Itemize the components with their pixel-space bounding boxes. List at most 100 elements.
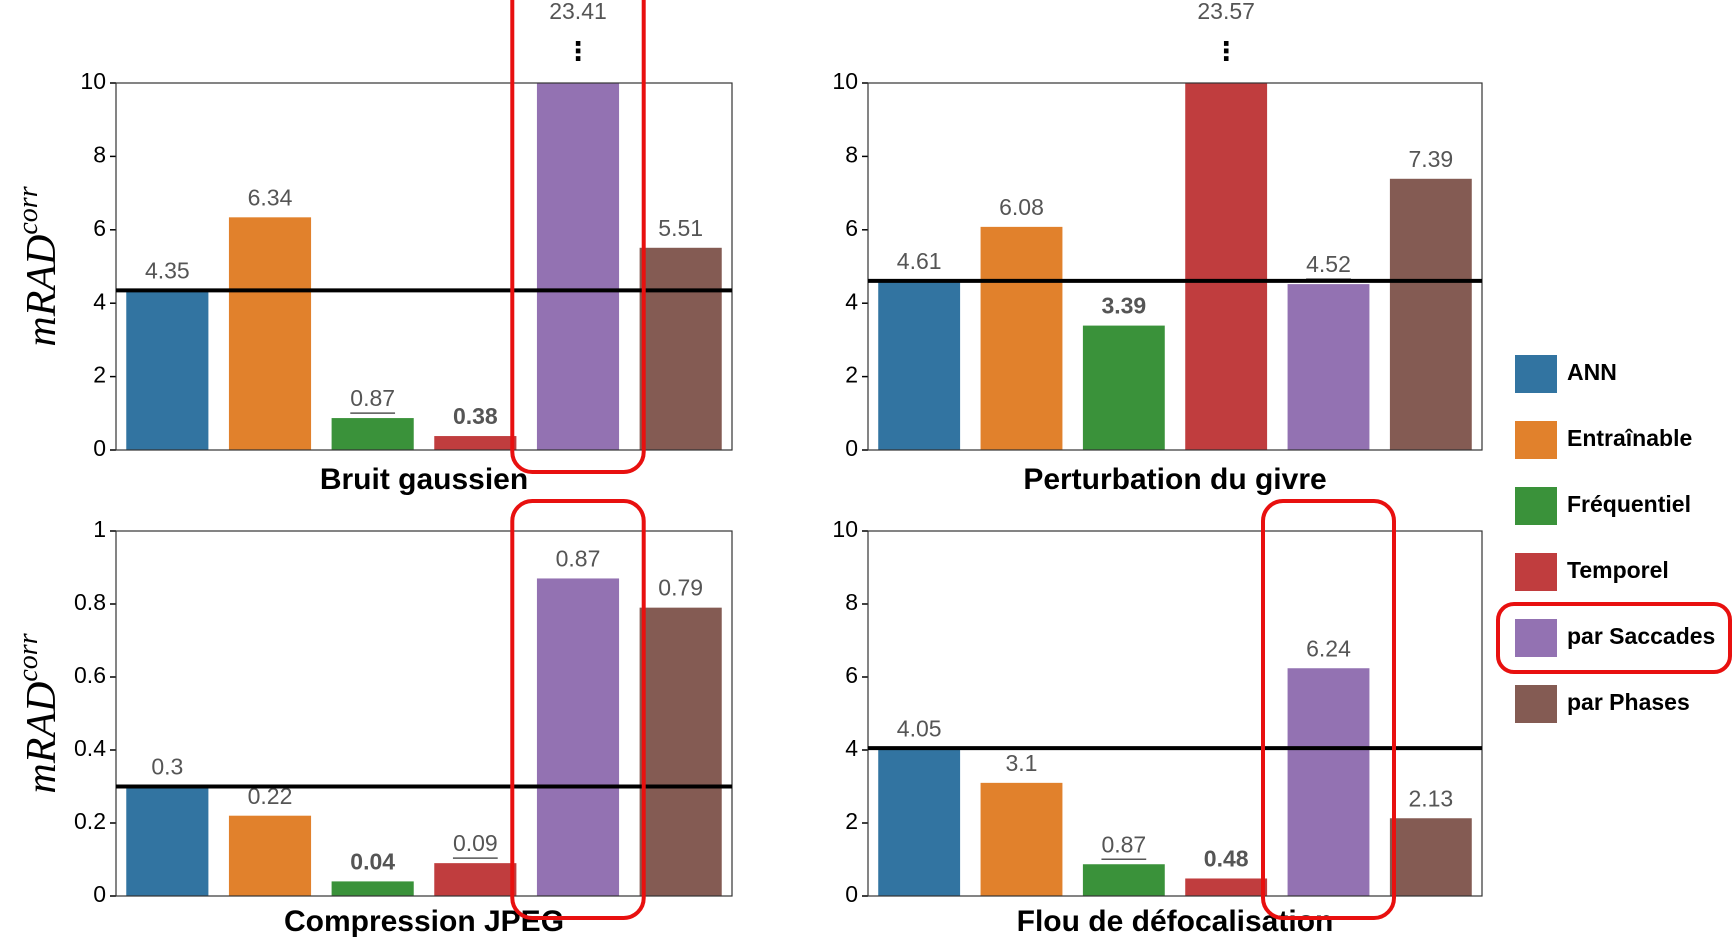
value-label: 0.3	[151, 754, 183, 780]
y-tick-label: 4	[93, 288, 106, 314]
value-label: 4.52	[1306, 251, 1351, 277]
bar	[1185, 878, 1268, 896]
value-label: 6.08	[999, 194, 1044, 220]
bar	[1287, 668, 1370, 896]
legend-label: par Saccades	[1567, 623, 1715, 649]
value-label: 4.35	[145, 257, 190, 283]
overflow-dots: ⋮	[565, 36, 591, 66]
value-label: 23.41	[549, 0, 607, 24]
overflow-dots: ⋮	[1213, 36, 1239, 66]
plot-frame	[867, 82, 1483, 451]
y-tick-label: 2	[845, 808, 858, 834]
bar	[1185, 83, 1268, 450]
plot-frame	[115, 530, 733, 897]
value-label: 0.48	[1204, 846, 1249, 872]
y-tick-label: 0	[845, 435, 858, 461]
value-label: 6.34	[248, 184, 293, 210]
bar	[228, 815, 312, 896]
y-axis-label: mRADcorr	[13, 633, 64, 793]
bar	[126, 290, 209, 450]
value-label: 4.05	[897, 715, 942, 741]
legend-label: par Phases	[1567, 689, 1690, 715]
y-tick-label: 0.8	[74, 589, 106, 615]
value-label: 0.04	[350, 848, 395, 874]
value-label: 3.39	[1101, 293, 1146, 319]
value-label: 0.79	[658, 575, 703, 601]
y-axis-label: mRADcorr	[13, 186, 64, 346]
value-label: 4.61	[897, 248, 942, 274]
legend-label: Temporel	[1567, 557, 1669, 583]
y-tick-label: 6	[845, 215, 858, 241]
bar	[434, 863, 517, 896]
legend-label: ANN	[1567, 359, 1617, 385]
bar	[434, 436, 517, 450]
bar	[1082, 325, 1165, 450]
y-tick-label: 10	[832, 68, 858, 94]
bar	[331, 881, 414, 896]
y-tick-label: 1	[93, 516, 106, 542]
bar	[980, 782, 1063, 896]
bar	[331, 418, 414, 450]
legend-highlight	[1496, 602, 1732, 674]
legend-swatch	[1515, 421, 1557, 459]
highlight-box	[510, 499, 646, 920]
bar	[1287, 284, 1370, 450]
bar	[1389, 818, 1472, 896]
bar	[126, 786, 209, 896]
y-tick-label: 10	[80, 68, 106, 94]
y-tick-label: 8	[845, 589, 858, 615]
legend-label: Entraînable	[1567, 425, 1692, 451]
y-tick-label: 0	[845, 881, 858, 907]
value-label: 2.13	[1408, 785, 1453, 811]
y-axis-label-base: mRAD	[19, 682, 65, 794]
y-tick-label: 0.2	[74, 808, 106, 834]
value-label: 5.51	[658, 215, 703, 241]
legend-swatch	[1515, 553, 1557, 591]
y-axis-label-sup: corr	[13, 186, 44, 234]
value-label: 23.57	[1197, 0, 1255, 24]
bar	[536, 83, 620, 450]
legend-swatch	[1515, 685, 1557, 723]
bar	[1082, 864, 1165, 896]
y-tick-label: 8	[845, 141, 858, 167]
highlight-box	[1261, 499, 1396, 920]
y-tick-label: 2	[93, 362, 106, 388]
value-label: 0.38	[453, 403, 498, 429]
y-tick-label: 2	[845, 362, 858, 388]
value-label: 0.09	[453, 830, 498, 856]
y-tick-label: 4	[845, 288, 858, 314]
value-label: 0.87	[556, 546, 601, 572]
value-label: 3.1	[1006, 750, 1038, 776]
chart-title: Flou de défocalisation	[1017, 905, 1334, 938]
chart-title: Compression JPEG	[284, 905, 564, 938]
bar	[878, 280, 961, 450]
plot-frame	[867, 530, 1483, 897]
y-tick-label: 8	[93, 141, 106, 167]
y-tick-label: 10	[832, 516, 858, 542]
bar	[878, 748, 961, 896]
y-tick-label: 6	[845, 662, 858, 688]
value-label: 0.87	[1101, 831, 1146, 857]
y-tick-label: 0.6	[74, 662, 106, 688]
chart-title: Bruit gaussien	[320, 463, 528, 496]
y-axis-label-sup: corr	[13, 633, 44, 681]
legend-swatch	[1515, 487, 1557, 525]
legend-label: Fréquentiel	[1567, 491, 1691, 517]
legend-swatch	[1515, 355, 1557, 393]
y-tick-label: 4	[845, 735, 858, 761]
value-label: 6.24	[1306, 635, 1351, 661]
y-tick-label: 6	[93, 215, 106, 241]
bar	[980, 226, 1063, 450]
chart-title: Perturbation du givre	[1023, 463, 1326, 496]
y-tick-label: 0.4	[74, 735, 106, 761]
legend-swatch	[1515, 619, 1557, 657]
bar	[536, 578, 620, 896]
bar	[228, 217, 312, 450]
plot-frame	[115, 82, 733, 451]
value-label: 0.87	[350, 385, 395, 411]
bar	[639, 607, 722, 896]
highlight-box	[510, 0, 646, 474]
y-tick-label: 0	[93, 881, 106, 907]
y-axis-label-base: mRAD	[19, 235, 65, 347]
